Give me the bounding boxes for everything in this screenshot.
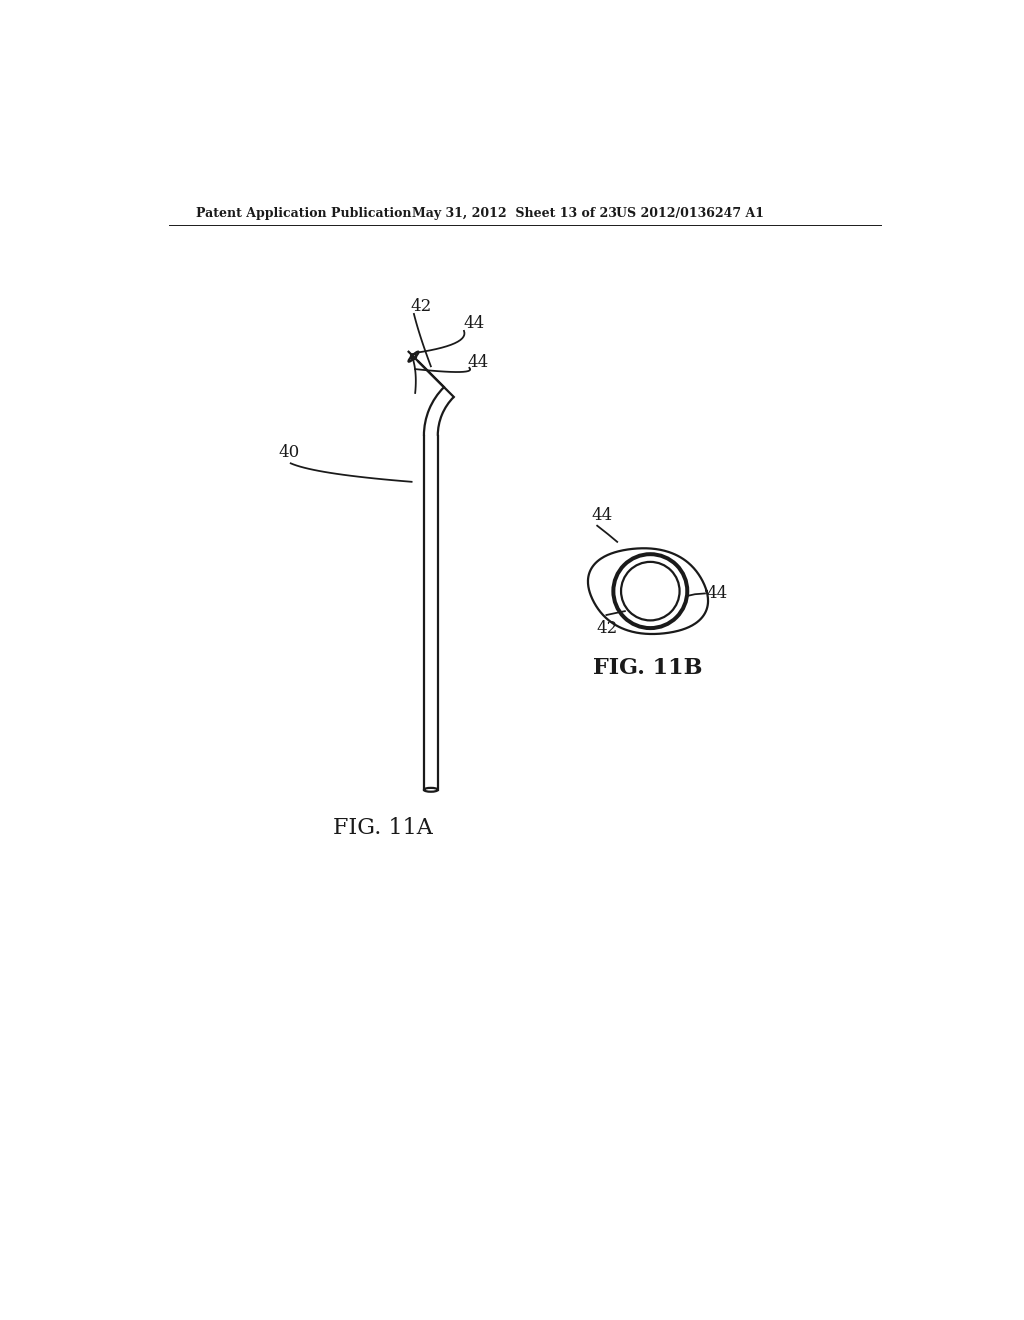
Text: 40: 40 (279, 444, 300, 461)
Text: 42: 42 (410, 298, 431, 314)
Text: FIG. 11B: FIG. 11B (593, 657, 702, 680)
Text: 44: 44 (467, 354, 488, 371)
Text: 44: 44 (463, 315, 484, 333)
Text: FIG. 11A: FIG. 11A (333, 817, 433, 840)
Text: Patent Application Publication: Patent Application Publication (196, 207, 412, 220)
Text: 42: 42 (596, 620, 617, 638)
Text: US 2012/0136247 A1: US 2012/0136247 A1 (615, 207, 764, 220)
Text: May 31, 2012  Sheet 13 of 23: May 31, 2012 Sheet 13 of 23 (412, 207, 616, 220)
Text: 44: 44 (707, 585, 728, 602)
Text: 44: 44 (591, 507, 612, 524)
